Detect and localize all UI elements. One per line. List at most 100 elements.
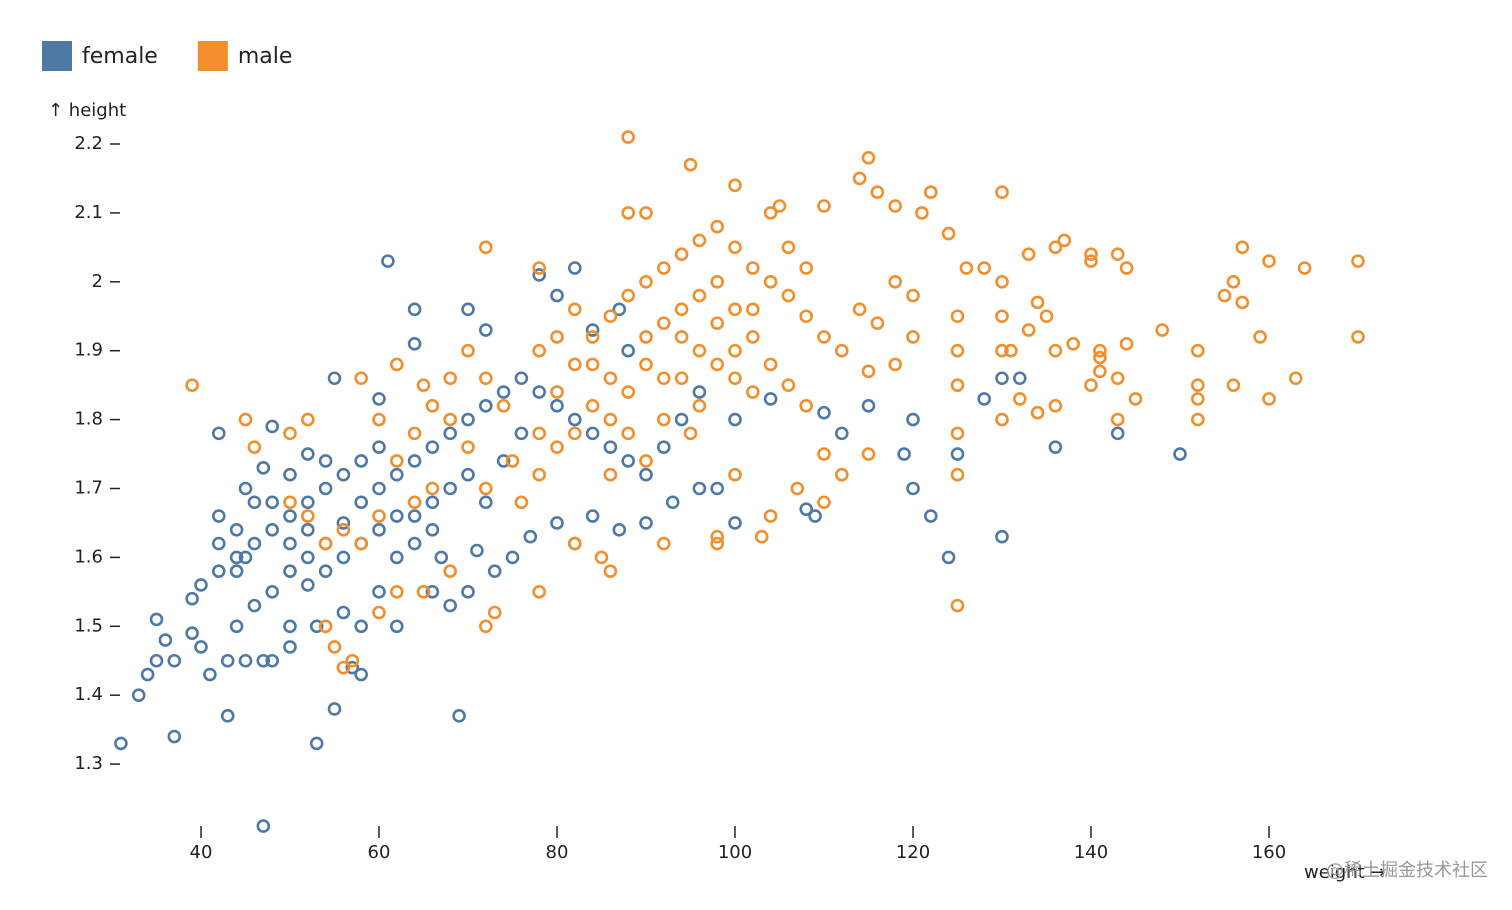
point xyxy=(781,378,796,392)
x-tick-label: 80 xyxy=(546,842,569,863)
point xyxy=(470,543,484,558)
point xyxy=(381,254,395,268)
y-tick-label: 2.2 xyxy=(74,133,103,154)
point xyxy=(300,550,315,565)
point xyxy=(977,392,992,406)
point xyxy=(265,523,280,537)
point xyxy=(309,619,324,634)
point xyxy=(754,529,769,544)
point xyxy=(336,605,351,620)
point xyxy=(621,288,636,303)
point xyxy=(283,640,297,654)
point xyxy=(728,302,742,317)
point xyxy=(131,688,146,702)
point xyxy=(639,357,653,372)
point xyxy=(1110,426,1125,441)
point xyxy=(1084,378,1098,392)
point xyxy=(781,240,796,255)
point xyxy=(763,509,778,523)
point xyxy=(1110,412,1125,427)
point xyxy=(1066,336,1080,351)
point xyxy=(656,412,671,427)
point xyxy=(585,399,600,413)
y-tick-label: 1.9 xyxy=(74,340,103,361)
point xyxy=(372,605,386,620)
point xyxy=(612,302,627,317)
y-tick-label: 1.4 xyxy=(74,684,103,705)
point xyxy=(995,274,1009,289)
point xyxy=(212,536,226,551)
point xyxy=(389,550,404,565)
point xyxy=(318,481,333,496)
point xyxy=(167,729,182,744)
point xyxy=(1235,295,1250,310)
point xyxy=(567,357,582,372)
point xyxy=(763,357,778,372)
point xyxy=(478,495,493,510)
point xyxy=(336,660,351,675)
y-tick-label: 1.6 xyxy=(74,546,103,567)
point xyxy=(407,302,422,317)
point xyxy=(1048,240,1063,255)
point xyxy=(745,261,760,275)
point xyxy=(603,467,618,482)
point xyxy=(1297,261,1312,275)
point xyxy=(674,302,689,317)
legend-label: female xyxy=(82,44,158,69)
point xyxy=(728,412,742,427)
point xyxy=(639,206,653,220)
point xyxy=(817,330,831,344)
point xyxy=(327,702,342,716)
point xyxy=(238,481,253,496)
point xyxy=(247,440,262,454)
point xyxy=(194,578,208,592)
point xyxy=(443,598,458,613)
point xyxy=(995,412,1009,427)
point xyxy=(300,578,315,592)
point xyxy=(327,371,342,386)
point xyxy=(897,447,911,461)
point xyxy=(950,467,965,482)
point xyxy=(532,343,547,358)
point xyxy=(1288,371,1303,386)
point xyxy=(710,536,725,551)
point xyxy=(621,130,636,144)
point xyxy=(621,426,636,441)
point xyxy=(1119,336,1134,351)
point xyxy=(1351,330,1365,344)
point xyxy=(888,199,903,213)
point xyxy=(639,330,653,344)
point xyxy=(745,330,760,344)
point xyxy=(532,385,547,399)
point xyxy=(639,454,653,468)
point xyxy=(461,467,475,482)
point xyxy=(1119,261,1134,275)
point xyxy=(728,178,742,193)
point xyxy=(656,261,671,275)
point xyxy=(995,371,1009,386)
point xyxy=(265,585,280,599)
point xyxy=(799,502,814,516)
point xyxy=(1110,247,1125,262)
point xyxy=(656,371,671,386)
point xyxy=(487,564,502,578)
point xyxy=(149,653,164,668)
point xyxy=(603,440,618,454)
point xyxy=(639,274,653,289)
point xyxy=(763,274,778,289)
point xyxy=(220,709,235,723)
point xyxy=(407,336,422,351)
point xyxy=(950,447,965,461)
point xyxy=(496,385,511,399)
point xyxy=(550,385,564,399)
point xyxy=(372,509,386,523)
point xyxy=(309,736,324,751)
point xyxy=(345,660,360,675)
point xyxy=(318,536,333,551)
point xyxy=(683,157,698,172)
watermark: @稀土掘金技术社区 xyxy=(1326,860,1488,881)
point xyxy=(1093,343,1107,358)
point xyxy=(834,426,849,441)
